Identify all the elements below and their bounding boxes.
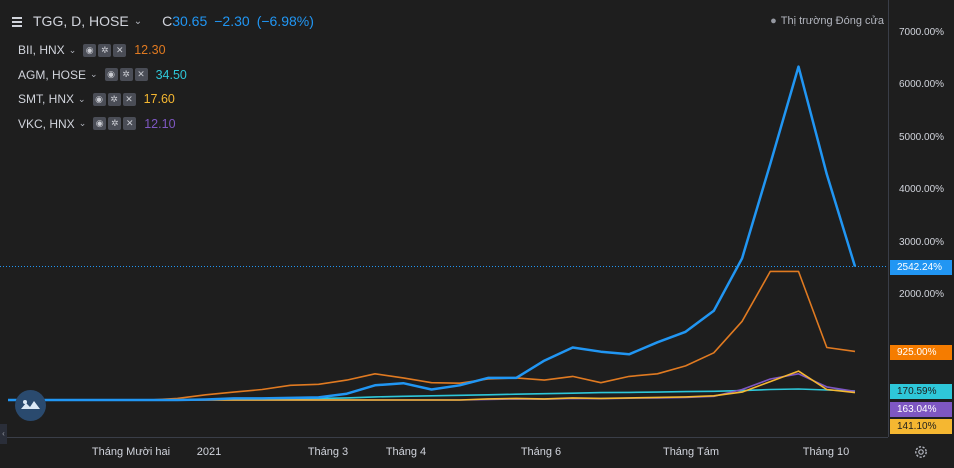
chevron-down-icon[interactable]: ⌄ xyxy=(90,69,98,80)
time-tick: 2021 xyxy=(196,446,222,458)
change-pct: (−6.98%) xyxy=(256,13,314,29)
eye-icon[interactable]: ◉ xyxy=(83,43,97,57)
collapse-left-panel-button[interactable]: ‹ xyxy=(0,424,7,444)
price-axis[interactable]: 7000.00% 6000.00% 5000.00% 4000.00% 3000… xyxy=(888,0,954,437)
price-group: C 30.65 −2.30 (−6.98%) xyxy=(162,13,314,29)
legend-value: 12.30 xyxy=(134,43,166,58)
close-icon[interactable]: ✕ xyxy=(123,117,137,131)
chevron-down-icon[interactable]: ⌄ xyxy=(133,15,143,27)
gear-icon[interactable]: ✲ xyxy=(119,68,133,82)
time-tick: Tháng Tám xyxy=(662,446,720,458)
legend-row-bii[interactable]: BII, HNX ⌄ ◉ ✲ ✕ 12.30 xyxy=(18,38,187,63)
chevron-down-icon[interactable]: ⌄ xyxy=(78,93,86,104)
legend-buttons: ◉ ✲ ✕ xyxy=(83,43,127,57)
legend-symbol[interactable]: VKC, HNX xyxy=(18,116,75,131)
legend-row-vkc[interactable]: VKC, HNX ⌄ ◉ ✲ ✕ 12.10 xyxy=(18,112,187,137)
chevron-down-icon[interactable]: ⌄ xyxy=(68,44,77,55)
legend-buttons: ◉ ✲ ✕ xyxy=(93,117,137,131)
market-status-text: Thị trường Đóng cửa xyxy=(780,15,884,27)
gear-icon[interactable]: ✲ xyxy=(98,43,112,57)
time-axis[interactable]: Tháng Mười hai 2021 Tháng 3 Tháng 4 Thán… xyxy=(0,437,888,468)
price-badge-vkc: 163.04% xyxy=(890,402,952,417)
legend-value: 17.60 xyxy=(143,92,175,107)
price-tick: 4000.00% xyxy=(899,184,945,195)
eye-icon[interactable]: ◉ xyxy=(104,68,118,82)
price-tick: 7000.00% xyxy=(899,26,945,38)
series-line-bii xyxy=(8,270,856,401)
price-badge-agm: 170.59% xyxy=(890,384,952,399)
gear-icon[interactable]: ✲ xyxy=(107,92,121,106)
legend-buttons: ◉ ✲ ✕ xyxy=(104,68,148,82)
price-badge-smt: 141.10% xyxy=(890,419,952,434)
main-symbol-label: TGG, D, HOSE xyxy=(33,13,129,29)
time-tick: Tháng 10 xyxy=(802,446,850,458)
time-tick: Tháng Mười hai xyxy=(91,446,171,458)
compare-legend: BII, HNX ⌄ ◉ ✲ ✕ 12.30 AGM, HOSE ⌄ ◉ ✲ ✕… xyxy=(18,38,187,136)
bars-icon xyxy=(12,17,22,27)
price-tick: 3000.00% xyxy=(899,236,945,248)
eye-icon[interactable]: ◉ xyxy=(93,117,107,131)
chart-settings-button[interactable] xyxy=(888,437,954,467)
legend-symbol[interactable]: BII, HNX xyxy=(18,43,65,58)
legend-buttons: ◉ ✲ ✕ xyxy=(92,92,136,106)
price-tick: 2000.00% xyxy=(899,289,945,300)
legend-row-agm[interactable]: AGM, HOSE ⌄ ◉ ✲ ✕ 34.50 xyxy=(18,63,187,88)
gear-icon[interactable]: ✲ xyxy=(108,117,122,131)
legend-symbol[interactable]: AGM, HOSE xyxy=(18,67,87,82)
price-badge-bii: 925.00% xyxy=(890,345,952,360)
close-icon[interactable]: ✕ xyxy=(113,43,127,57)
tradingview-logo-icon[interactable] xyxy=(15,390,46,421)
close-icon[interactable]: ✕ xyxy=(122,92,136,106)
close-value: 30.65 xyxy=(172,13,208,29)
close-icon[interactable]: ✕ xyxy=(134,68,148,82)
main-legend[interactable]: TGG, D, HOSE ⌄ C 30.65 −2.30 (−6.98%) xyxy=(10,10,314,32)
time-tick: Tháng 3 xyxy=(307,446,349,458)
legend-value: 34.50 xyxy=(155,67,187,82)
market-status: ● Thị trường Đóng cửa xyxy=(770,15,884,27)
time-tick: Tháng 6 xyxy=(520,446,562,458)
legend-symbol[interactable]: SMT, HNX xyxy=(18,92,75,107)
price-badge-tgg: 2542.24% xyxy=(890,260,952,275)
close-label: C xyxy=(162,13,173,29)
eye-icon[interactable]: ◉ xyxy=(92,92,106,106)
time-tick: Tháng 4 xyxy=(385,446,427,458)
price-tick: 5000.00% xyxy=(899,131,945,143)
legend-row-smt[interactable]: SMT, HNX ⌄ ◉ ✲ ✕ 17.60 xyxy=(18,87,187,112)
price-tick: 6000.00% xyxy=(899,79,945,90)
series-line-tgg xyxy=(8,65,857,402)
main-symbol[interactable]: TGG, D, HOSE ⌄ xyxy=(33,13,142,29)
change-value: −2.30 xyxy=(214,13,250,29)
chevron-down-icon[interactable]: ⌄ xyxy=(78,118,87,129)
gear-icon[interactable] xyxy=(913,444,929,460)
status-dot-icon: ● xyxy=(770,15,777,27)
legend-value: 12.10 xyxy=(144,116,176,131)
